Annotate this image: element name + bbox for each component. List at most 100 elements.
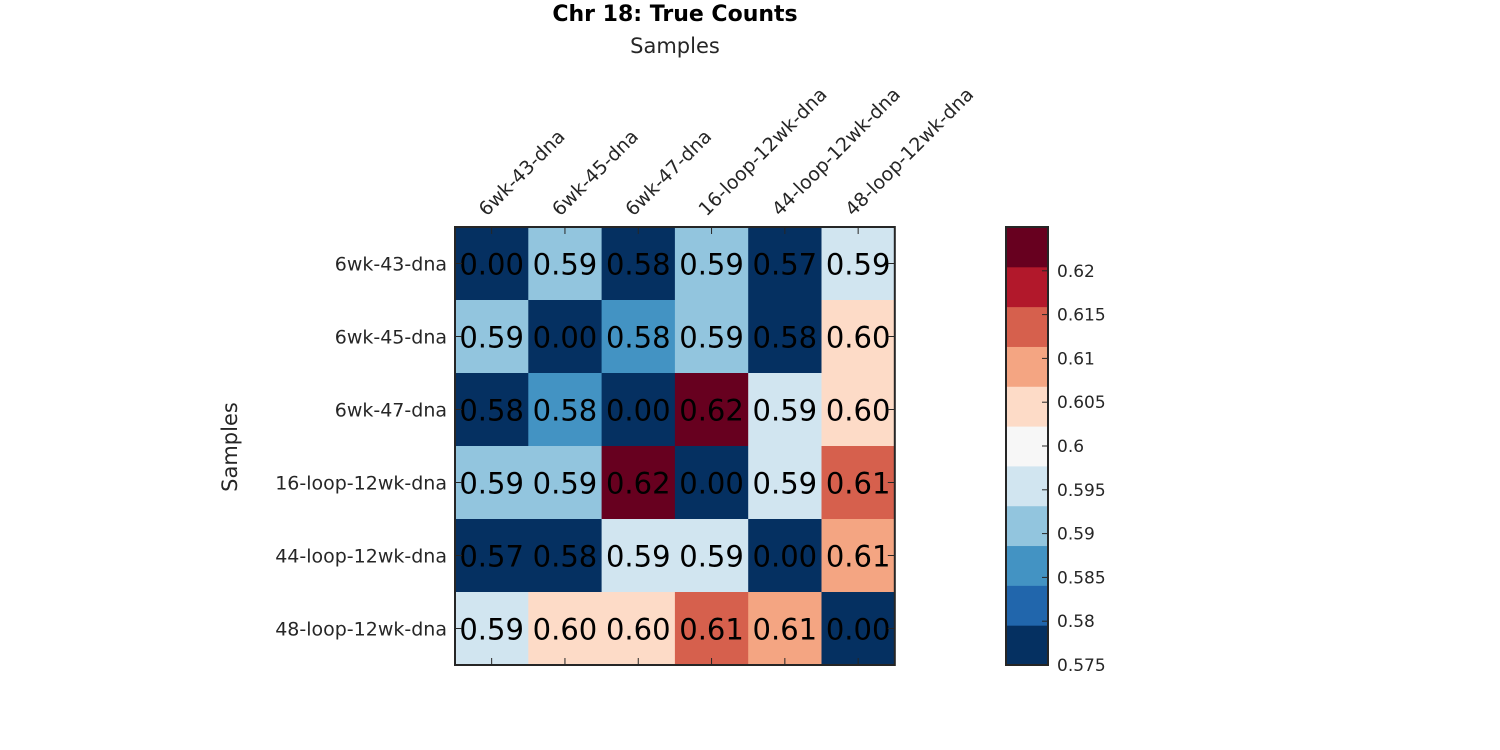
cell-value-label: 0.60 [826,321,891,355]
cell-value-label: 0.59 [753,394,818,428]
heatmap-cell [528,227,603,301]
heatmap-cell [601,227,676,301]
heatmap-cell [821,373,896,447]
colorbar-tick-label: 0.6 [1057,437,1084,457]
cell-value-label: 0.58 [459,394,524,428]
cell-value-label: 0.59 [826,248,891,282]
cell-value-label: 0.61 [679,613,744,647]
heatmap-cell [821,300,896,374]
cell-value-label: 0.57 [459,540,524,574]
cell-value-label: 0.61 [826,467,891,501]
cell-value-label: 0.58 [753,321,818,355]
colorbar-segment [1006,227,1048,268]
colorbar-tick-label: 0.605 [1057,393,1106,413]
heatmap-cell [674,373,749,447]
cell-value-label: 0.61 [753,613,818,647]
heatmap-cell [601,592,676,666]
x-tick-label: 16-loop-12wk-dna [695,83,832,220]
heatmap-cell [748,592,823,666]
heatmap-cell [455,300,529,374]
cell-value-label: 0.00 [753,540,818,574]
colorbar-segment [1006,465,1048,507]
x-axis-label: Samples [630,34,720,58]
heatmap-cell [601,373,676,447]
heatmap-cell [748,446,823,520]
heatmap-cell [601,446,676,520]
cell-value-label: 0.59 [459,613,524,647]
cell-value-label: 0.59 [533,467,598,501]
cell-value-label: 0.62 [679,394,744,428]
heatmap-cell [748,373,823,447]
y-tick-label: 16-loop-12wk-dna [275,473,447,495]
heatmap-cell [674,300,749,374]
colorbar-tick-label: 0.615 [1057,306,1106,326]
colorbar-tick-label: 0.62 [1057,262,1095,282]
chart-title: Chr 18: True Counts [552,2,797,27]
y-tick-label: 6wk-47-dna [335,400,447,422]
colorbar-segment [1006,346,1048,387]
cell-value-label: 0.00 [606,394,671,428]
heatmap-cell [455,227,529,301]
y-axis-label: Samples [218,402,242,492]
colorbar-segment [1006,505,1048,547]
heatmap-cell [674,227,749,301]
colorbar-tick-label: 0.61 [1057,349,1095,369]
cell-value-label: 0.59 [753,467,818,501]
heatmap-cell [455,446,529,520]
heatmap-cell [528,373,603,447]
colorbar-segment [1006,386,1048,427]
cell-value-label: 0.60 [826,394,891,428]
heatmap-cell [528,592,603,666]
heatmap-cell [821,227,896,301]
cell-value-label: 0.59 [679,321,744,355]
colorbar-tick-label: 0.58 [1057,612,1095,632]
colorbar-segment [1006,426,1048,467]
cell-value-label: 0.58 [533,540,598,574]
colorbar-segment [1006,266,1048,308]
cell-value-label: 0.58 [606,248,671,282]
heatmap-cell [455,373,529,447]
colorbar-segment [1006,545,1048,586]
heatmap-cell [748,300,823,374]
cell-value-label: 0.60 [606,613,671,647]
colorbar-segment [1006,585,1048,626]
heatmap-cell [601,519,676,593]
cell-value-label: 0.59 [533,248,598,282]
y-tick-label: 44-loop-12wk-dna [275,546,447,568]
cell-value-label: 0.00 [826,613,891,647]
colorbar-segment [1006,625,1048,666]
colorbar-tick-label: 0.575 [1057,656,1106,676]
cell-value-label: 0.59 [606,540,671,574]
y-tick-labels: 6wk-43-dna 6wk-45-dna 6wk-47-dna 16-loop-12… [275,254,447,641]
cell-value-label: 0.59 [679,540,744,574]
colorbar-tick-label: 0.595 [1057,481,1106,501]
cell-value-label: 0.58 [606,321,671,355]
heatmap-frame [454,226,896,666]
x-tick-labels: 6wk-43-dna6wk-45-dna6wk-47-dna16-loop-12… [475,83,979,220]
heatmap-cell [821,592,896,666]
y-tick-label: 48-loop-12wk-dna [275,619,447,641]
heatmap-cell [455,592,529,666]
cell-value-label: 0.58 [533,394,598,428]
cell-value-label: 0.00 [459,248,524,282]
colorbar-segment [1006,306,1048,347]
heatmap-cell [674,592,749,666]
cell-value-label: 0.00 [679,467,744,501]
heatmap-cell [455,519,529,593]
y-tick-label: 6wk-43-dna [335,254,447,276]
heatmap-cell [528,519,603,593]
colorbar-tick-label: 0.59 [1057,525,1095,545]
y-tick-label: 6wk-45-dna [335,327,447,349]
heatmap-cell [674,519,749,593]
heatmap-cell [528,446,603,520]
colorbar: 0.575 0.58 0.585 0.59 0.595 0.6 0.605 0.61 0.615… [1005,226,1106,676]
cell-value-label: 0.61 [826,540,891,574]
x-tick-label: 48-loop-12wk-dna [841,83,978,220]
heatmap-cell [528,300,603,374]
heatmap-cells: 0.00 0.59 0.58 0.59 0.57 0.590.59 0.00 0.58 0.59… [454,226,896,666]
cell-value-label: 0.57 [753,248,818,282]
cell-value-label: 0.59 [679,248,744,282]
heatmap-cell [748,227,823,301]
cell-value-label: 0.00 [533,321,598,355]
